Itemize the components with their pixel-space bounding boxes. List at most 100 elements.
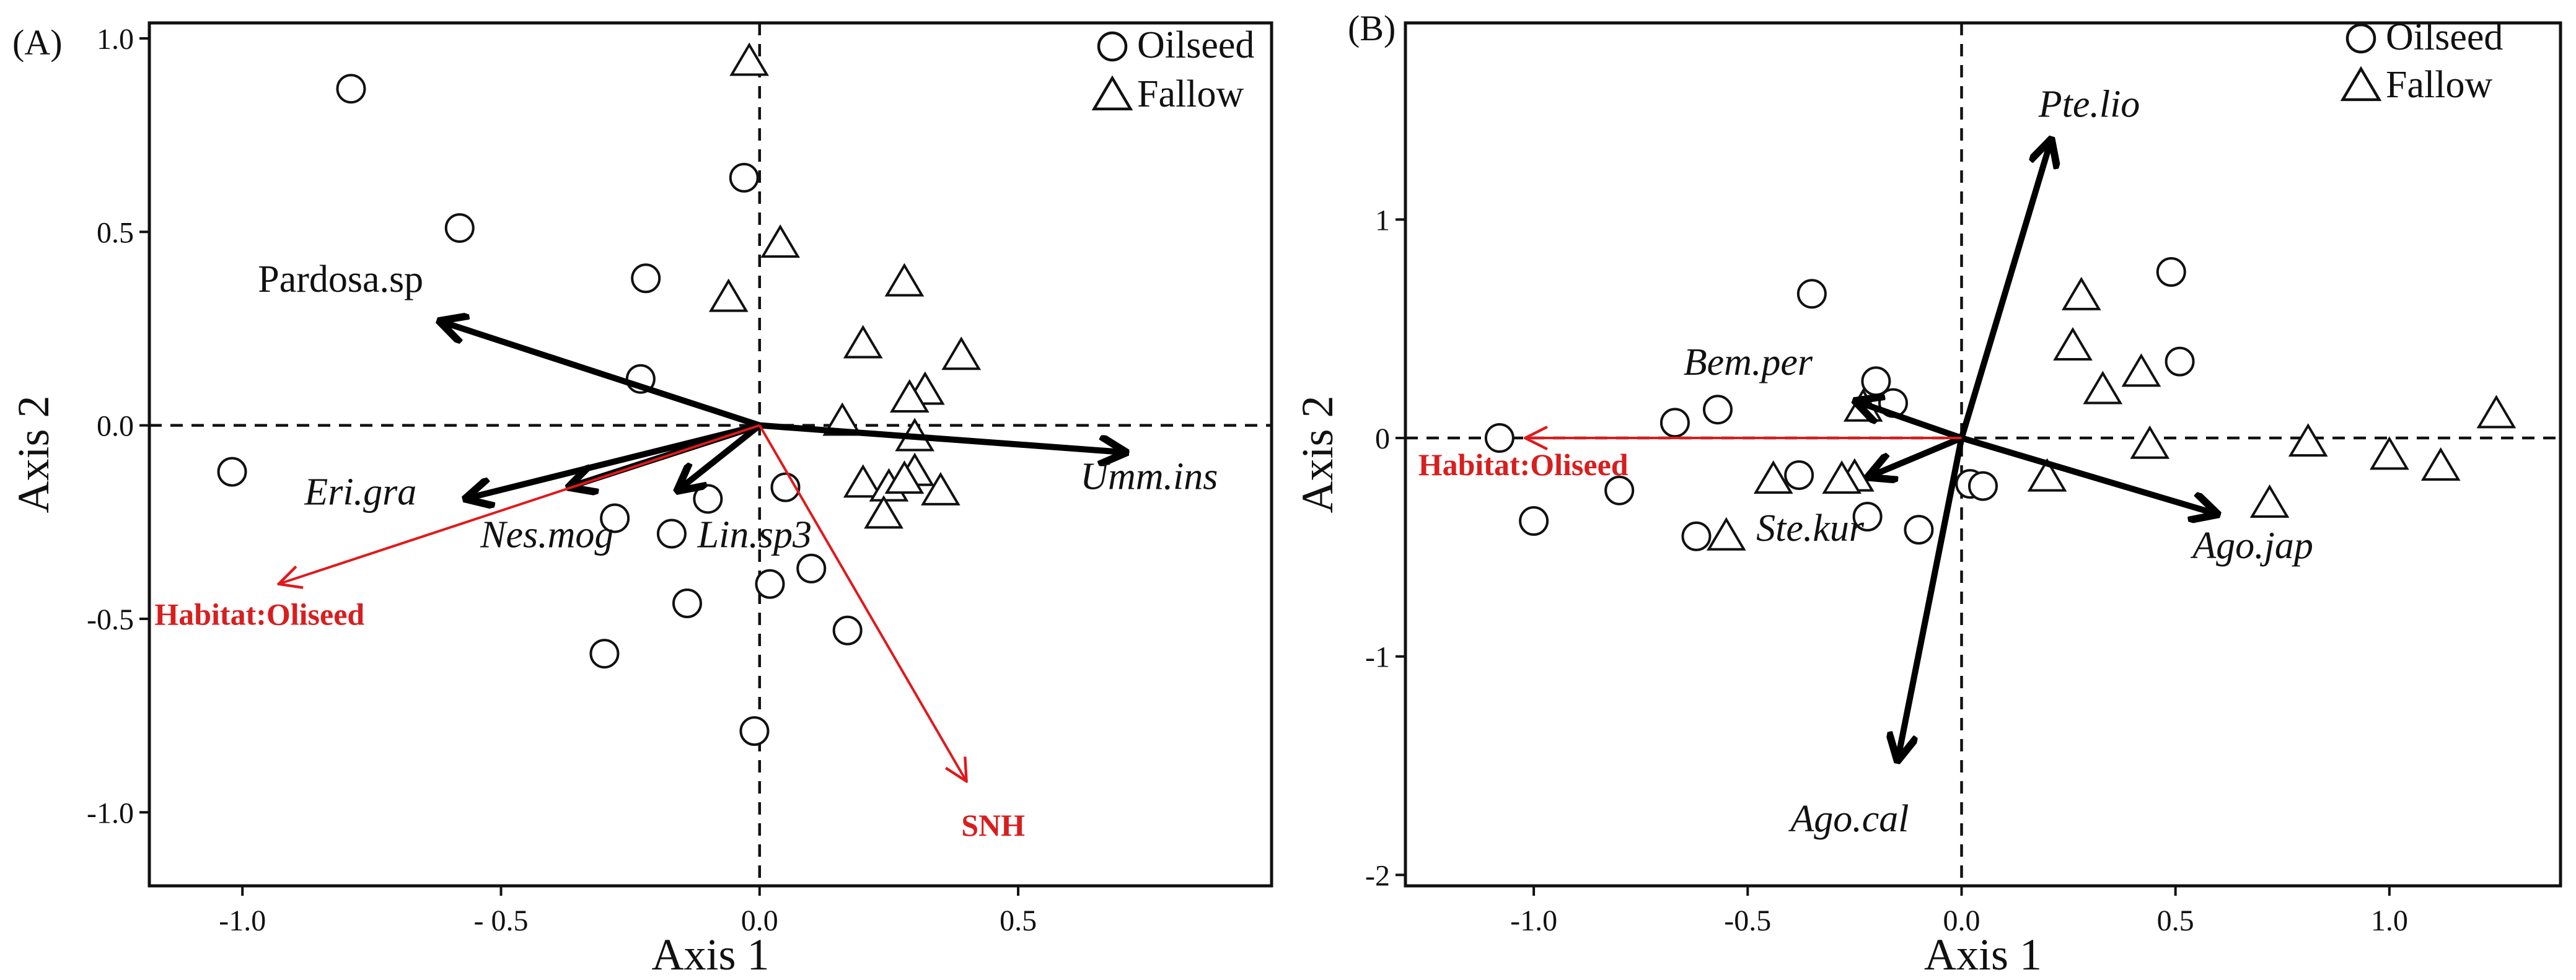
y-tick-label: -2	[1365, 859, 1390, 892]
point-fallow	[941, 336, 982, 370]
arrow-snh	[758, 424, 967, 782]
y-tick-label: 0	[1375, 422, 1390, 455]
point-oilseed	[1659, 408, 1690, 438]
arrow-label-habitat-oliseed: Habitat:Oliseed	[1418, 447, 1629, 482]
point-fallow	[884, 263, 925, 297]
vector-eri-gra: Eri.gra	[304, 422, 760, 514]
legend-label-oilseed: Oilseed	[1137, 24, 1254, 66]
point-oilseed	[336, 74, 366, 104]
point-fallow	[2288, 423, 2328, 457]
point-oilseed	[832, 615, 863, 645]
legend: Oilseed Fallow	[2340, 16, 2503, 106]
point-oilseed	[656, 518, 687, 549]
point-oilseed	[796, 553, 827, 584]
arrow-ago-cal	[1897, 437, 1965, 761]
y-tick-label: 1	[1375, 204, 1390, 237]
point-oilseed	[2156, 257, 2186, 287]
point-oilseed	[729, 162, 759, 193]
arrow-label-eri-gra: Eri.gra	[304, 471, 416, 514]
arrow-umm-ins	[759, 422, 1127, 453]
series-fallow	[708, 42, 982, 529]
vector-ste-kur: Ste.kur	[1756, 435, 1963, 549]
panel-label: (B)	[1348, 8, 1396, 48]
point-fallow	[2370, 436, 2409, 470]
vector-lin-sp3: Lin.sp3	[677, 422, 812, 556]
point-oilseed	[672, 588, 702, 618]
vector-habitat-oliseed: Habitat:Oliseed	[1418, 438, 1962, 482]
point-fallow	[2249, 484, 2290, 518]
x-tick-label: 1.0	[2371, 904, 2408, 937]
arrow-bem-per	[1855, 401, 1963, 441]
legend-label-oilseed: Oilseed	[2386, 16, 2503, 58]
x-tick-label: 0.0	[1943, 904, 1980, 937]
point-oilseed	[2165, 346, 2195, 377]
point-oilseed	[755, 569, 785, 599]
series-oilseed	[217, 74, 863, 746]
point-fallow	[843, 464, 883, 498]
arrow-ste-kur	[1868, 435, 1963, 477]
point-fallow	[2053, 326, 2093, 361]
point-oilseed	[1904, 515, 1934, 545]
panel-label: (A)	[12, 22, 63, 63]
arrow-label-nes-mog: Nes.mog	[480, 514, 613, 556]
arrow-label-lin-sp3: Lin.sp3	[697, 514, 812, 556]
point-fallow	[729, 42, 769, 76]
vector-ago-jap: Ago.jap	[1961, 435, 2313, 567]
vector-bem-per: Bem.per	[1684, 341, 1963, 441]
point-fallow	[1753, 460, 1793, 494]
point-oilseed	[1519, 506, 1549, 536]
vector-ago-cal: Ago.cal	[1788, 437, 1965, 840]
x-tick-label: 0.5	[2157, 904, 2194, 937]
arrow-pte-lio	[1958, 139, 2051, 439]
point-oilseed	[217, 457, 247, 487]
arrow-habitat-oliseed	[279, 424, 760, 584]
vector-habitat-oliseed: Habitat:Oliseed	[154, 424, 760, 631]
y-axis-title: Axis 2	[9, 395, 58, 513]
arrow-lin-sp3	[677, 422, 762, 491]
x-tick-label: - 0.5	[474, 904, 529, 937]
point-oilseed	[1604, 475, 1635, 505]
point-fallow	[2420, 447, 2461, 481]
arrow-label-ago-cal: Ago.cal	[1788, 798, 1909, 840]
arrow-label-ago-jap: Ago.jap	[2190, 525, 2313, 567]
legend-triangle-icon	[2340, 66, 2382, 102]
point-fallow	[889, 378, 930, 413]
point-oilseed	[1968, 471, 1998, 501]
point-fallow	[2061, 276, 2101, 310]
point-fallow	[1706, 517, 1746, 551]
point-oilseed	[1852, 502, 1883, 532]
point-oilseed	[1784, 460, 1814, 491]
legend-label-fallow: Fallow	[1137, 73, 1244, 115]
x-tick-label: 0.0	[741, 904, 778, 937]
legend: Oilseed Fallow	[1091, 24, 1254, 115]
point-fallow	[1822, 460, 1862, 494]
point-fallow	[760, 224, 801, 258]
point-oilseed	[1484, 423, 1514, 453]
arrow-label-umm-ins: Umm.ins	[1080, 456, 1218, 498]
point-oilseed	[589, 639, 620, 669]
vector-snh: SNH	[758, 424, 1025, 842]
series-fallow	[1706, 276, 2517, 551]
vector-umm-ins: Umm.ins	[759, 422, 1218, 498]
point-oilseed	[1796, 279, 1827, 309]
point-oilseed	[1702, 395, 1733, 425]
plot-frame	[1404, 21, 2562, 888]
y-tick-label: -1	[1365, 641, 1390, 674]
point-fallow	[843, 325, 883, 359]
point-oilseed	[1681, 521, 1712, 551]
point-fallow	[884, 460, 925, 494]
panel-b: -1.0 -0.5 0.0 0.5 1.0 1 0 -1 -2 Axis 1 Axis 2 (B) Pt…	[1293, 8, 2562, 979]
arrow-label-snh: SNH	[961, 808, 1025, 842]
legend-triangle-icon	[1091, 75, 1133, 111]
x-axis-title: Axis 1	[651, 930, 769, 979]
panel-a: -1.0 - 0.5 0.0 0.5 1.0 0.5 0.0 -0.5 -1.0 Axis 1 Ax…	[9, 21, 1273, 979]
point-fallow	[2083, 370, 2123, 405]
arrow-label-habitat-oliseed: Habitat:Oliseed	[154, 597, 364, 631]
point-fallow	[2476, 395, 2517, 429]
point-fallow	[2027, 458, 2067, 492]
arrow-label-ste-kur: Ste.kur	[1756, 507, 1865, 549]
point-fallow	[2121, 353, 2161, 387]
arrow-ago-jap	[1961, 435, 2218, 514]
point-fallow	[921, 471, 961, 505]
